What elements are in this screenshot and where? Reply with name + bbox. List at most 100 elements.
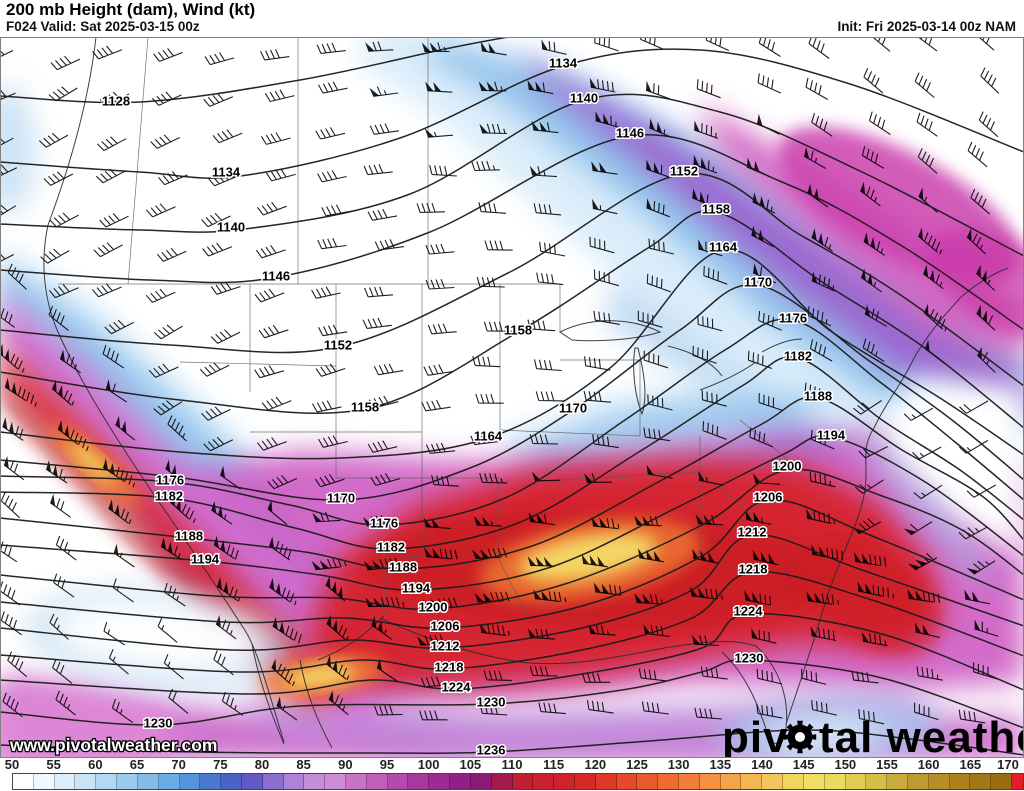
colorbar-cell (866, 774, 888, 789)
colorbar-cell (200, 774, 222, 789)
svg-text:1152: 1152 (324, 337, 352, 352)
svg-text:1158: 1158 (504, 322, 532, 337)
colorbar-tick: 145 (792, 757, 815, 772)
weather-map: 1128 1134 1134 1140 1140 1146 1146 1152 1152 1158… (0, 37, 1024, 758)
colorbar-cell (720, 774, 742, 789)
colorbar-cell (658, 774, 679, 789)
svg-text:1188: 1188 (175, 528, 203, 543)
colorbar-tick: 135 (709, 757, 732, 772)
colorbar-tick: 170 (997, 757, 1019, 772)
colorbar-tick: 165 (959, 757, 982, 772)
svg-text:1146: 1146 (616, 125, 644, 140)
svg-text:1170: 1170 (744, 274, 772, 289)
svg-text:1158: 1158 (702, 201, 730, 216)
colorbar-overflow-cell (1012, 773, 1024, 790)
colorbar-tick: 80 (254, 757, 270, 772)
colorbar-tick: 150 (834, 757, 857, 772)
colorbar-tick: 95 (379, 757, 395, 772)
colorbar-cell (450, 774, 471, 789)
colorbar-cell (137, 774, 159, 789)
svg-text:1218: 1218 (435, 659, 464, 674)
svg-text:1170: 1170 (559, 400, 587, 415)
logo-text-right: tal weather (819, 713, 1024, 758)
colorbar-cell (221, 774, 242, 789)
colorbar-cell (699, 774, 721, 789)
colorbar-tick: 125 (626, 757, 648, 772)
brand-logo: piv tal weather (722, 713, 1024, 758)
colorbar-tick: 120 (584, 757, 607, 772)
colorbar-cell (679, 774, 700, 789)
valid-time-label: F024 Valid: Sat 2025-03-15 00z (6, 19, 200, 34)
svg-text:1230: 1230 (735, 650, 764, 665)
colorbar-cell (33, 774, 55, 789)
svg-text:1146: 1146 (262, 268, 290, 283)
colorbar-cell (241, 774, 263, 789)
colorbar-cell (949, 774, 971, 789)
wind-barbs (0, 37, 1000, 725)
svg-text:1200: 1200 (773, 458, 802, 473)
svg-text:1212: 1212 (738, 524, 767, 539)
colorbar (12, 773, 1012, 790)
colorbar-cell (970, 774, 992, 789)
colorbar-cell (262, 774, 284, 789)
header: 200 mb Height (dam), Wind (kt) F024 Vali… (0, 0, 1024, 37)
init-time-label: Init: Fri 2025-03-14 00z NAM (837, 19, 1016, 34)
colorbar-cell (741, 774, 763, 789)
colorbar-tick: 65 (129, 757, 145, 772)
colorbar-cell (845, 774, 867, 789)
colorbar-cell (158, 774, 180, 789)
colorbar-cell (824, 774, 846, 789)
svg-text:1194: 1194 (191, 551, 220, 566)
wind-speed-shading (0, 37, 1024, 758)
colorbar-tick: 90 (338, 757, 353, 772)
svg-text:1176: 1176 (156, 472, 184, 487)
gear-icon (783, 720, 817, 754)
svg-text:1188: 1188 (389, 559, 417, 574)
colorbar-cell (491, 774, 513, 789)
svg-text:1182: 1182 (784, 348, 812, 363)
colorbar-tick: 100 (417, 757, 440, 772)
svg-text:1182: 1182 (155, 488, 183, 503)
colorbar-cell (366, 774, 388, 789)
colorbar-tick: 50 (4, 757, 20, 772)
logo-text-left: piv (722, 713, 789, 758)
colorbar-cell (325, 774, 346, 789)
colorbar-cell (429, 774, 451, 789)
colorbar-cell (595, 774, 617, 789)
colorbar-tick: 60 (88, 757, 103, 772)
page-title: 200 mb Height (dam), Wind (kt) (6, 0, 256, 19)
colorbar-tick: 115 (543, 757, 565, 772)
svg-text:1128: 1128 (102, 93, 130, 108)
colorbar-cell (887, 774, 908, 789)
svg-text:1206: 1206 (754, 489, 783, 504)
svg-text:1230: 1230 (477, 694, 506, 709)
colorbar-cell (616, 774, 638, 789)
colorbar-cell (75, 774, 97, 789)
colorbar-cell (554, 774, 575, 789)
colorbar-cell (346, 774, 367, 789)
svg-text:1212: 1212 (431, 638, 460, 653)
colorbar-cell (283, 774, 305, 789)
colorbar-cell (408, 774, 430, 789)
svg-text:1206: 1206 (431, 618, 460, 633)
colorbar-tick: 160 (917, 757, 940, 772)
colorbar-cell (783, 774, 804, 789)
svg-text:1230: 1230 (144, 715, 173, 730)
colorbar-cell (574, 774, 596, 789)
svg-text:1152: 1152 (670, 163, 698, 178)
svg-text:1218: 1218 (739, 561, 768, 576)
colorbar-tick: 55 (46, 757, 61, 772)
svg-text:1140: 1140 (570, 90, 598, 105)
svg-text:1194: 1194 (402, 580, 431, 595)
colorbar-cell (387, 774, 409, 789)
svg-text:1140: 1140 (217, 219, 245, 234)
svg-text:1224: 1224 (734, 603, 764, 618)
svg-text:1176: 1176 (779, 310, 807, 325)
colorbar-cell (179, 774, 201, 789)
svg-text:1164: 1164 (474, 428, 503, 443)
height-contours (0, 37, 1024, 756)
svg-text:1224: 1224 (442, 679, 472, 694)
svg-text:1236: 1236 (477, 742, 506, 757)
colorbar-cell (533, 774, 555, 789)
